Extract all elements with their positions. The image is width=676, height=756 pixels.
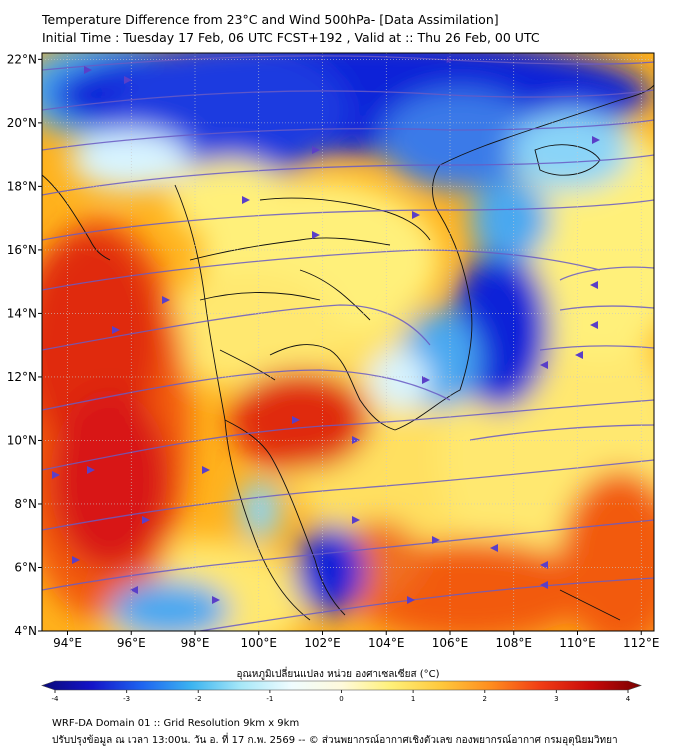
- lon-label: 104°E: [368, 636, 405, 650]
- wind-arrows: [52, 66, 600, 604]
- lon-label: 100°E: [241, 636, 278, 650]
- colorbar-tick-label: -4: [52, 695, 60, 703]
- lon-label: 106°E: [432, 636, 469, 650]
- lat-label: 18°N: [7, 179, 37, 193]
- lon-label: 112°E: [623, 636, 660, 650]
- lon-label: 102°E: [304, 636, 341, 650]
- colorbar-tick-label: 0: [339, 695, 343, 703]
- colorbar-tick-label: -3: [123, 695, 130, 703]
- lat-label: 6°N: [14, 560, 37, 574]
- lat-label: 14°N: [7, 306, 37, 320]
- map-frame: [41, 52, 655, 632]
- colorbar-ticks: -4 -3 -2 -1 0 1 2 3 4: [52, 690, 631, 703]
- lat-label: 4°N: [14, 624, 37, 638]
- lat-label: 16°N: [7, 243, 37, 257]
- colorbar-tick-label: 2: [483, 695, 487, 703]
- chart-title: Temperature Difference from 23°C and Win…: [42, 12, 499, 27]
- lat-label: 22°N: [7, 52, 37, 66]
- chart-subtitle: Initial Time : Tuesday 17 Feb, 06 UTC FC…: [42, 30, 540, 45]
- colorbar-bar: [41, 680, 642, 691]
- update-credit: ปรับปรุงข้อมูล ณ เวลา 13:00น. วัน อ. ที่…: [52, 735, 618, 746]
- lat-label: 10°N: [7, 433, 37, 447]
- longitude-axis: 94°E 96°E 98°E 100°E 102°E 104°E 106°E 108°E 110…: [53, 631, 660, 650]
- model-info: WRF-DA Domain 01 :: Grid Resolution 9km …: [52, 718, 300, 729]
- lon-label: 96°E: [117, 636, 146, 650]
- lon-label: 110°E: [559, 636, 596, 650]
- colorbar-tick-label: 3: [554, 695, 558, 703]
- colorbar-tick-label: 1: [411, 695, 415, 703]
- coastlines: [42, 84, 654, 621]
- lon-label: 94°E: [53, 636, 82, 650]
- lon-label: 108°E: [496, 636, 533, 650]
- lat-label: 8°N: [14, 497, 37, 511]
- graticule: [42, 53, 654, 631]
- lon-label: 98°E: [181, 636, 210, 650]
- lat-label: 12°N: [7, 370, 37, 384]
- colorbar: -4 -3 -2 -1 0 1 2 3 4: [41, 680, 642, 703]
- colorbar-tick-label: 4: [626, 695, 631, 703]
- colorbar-title: อุณหภูมิเปลี่ยนแปลง หน่วย องศาเซลเซียส (…: [236, 669, 440, 680]
- colorbar-tick-label: -2: [195, 695, 202, 703]
- latitude-axis: 22°N 20°N 18°N 16°N 14°N 12°N 10°N 8°N 6°N 4°N: [7, 52, 42, 638]
- lat-label: 20°N: [7, 116, 37, 130]
- colorbar-tick-label: -1: [266, 695, 273, 703]
- wind-streamlines: [42, 55, 654, 631]
- temperature-field: [42, 53, 654, 631]
